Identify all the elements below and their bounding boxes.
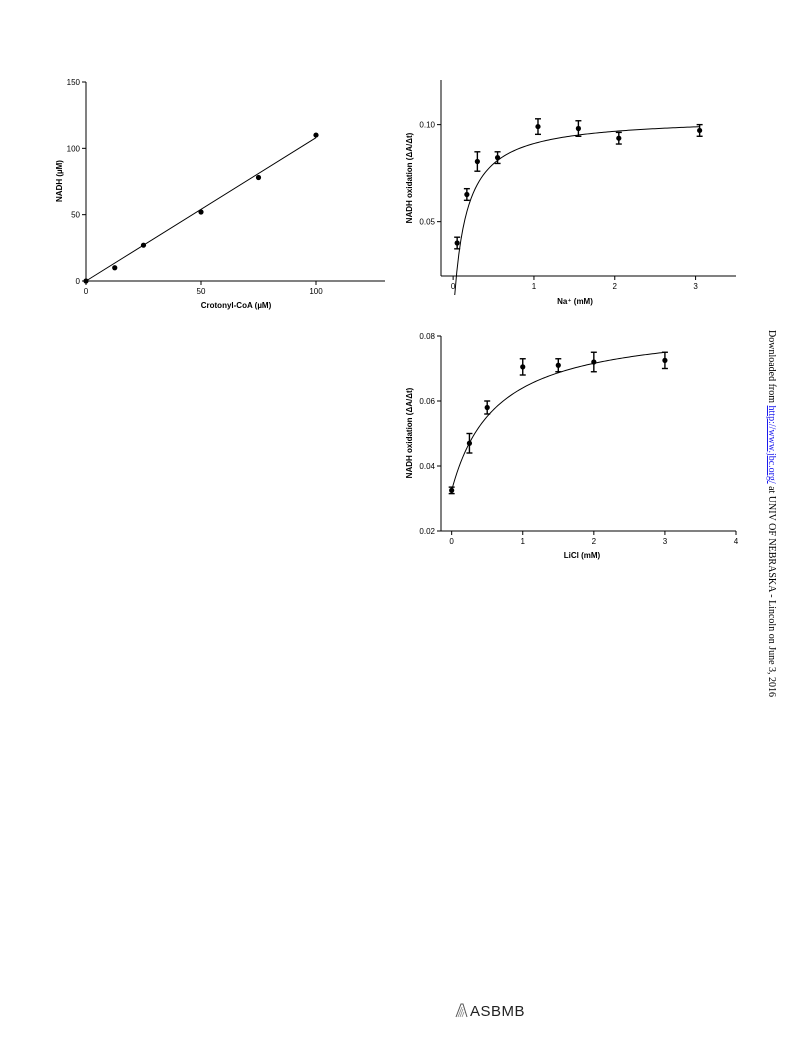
y-axis-label: NADH (µM) — [55, 160, 64, 202]
data-point — [535, 123, 541, 130]
data-point — [520, 364, 526, 370]
data-point — [662, 357, 668, 363]
y-axis-label: NADH oxidation (ΔA/Δt) — [405, 387, 414, 478]
data-point — [198, 209, 204, 215]
x-tick-label: 0 — [449, 537, 454, 546]
y-tick-label: 0 — [76, 277, 81, 286]
x-tick-label: 3 — [693, 282, 698, 291]
data-point — [484, 404, 490, 411]
x-axis-label: Na⁺ (mM) — [557, 297, 593, 306]
data-point — [474, 158, 480, 165]
y-tick-label: 0.02 — [419, 527, 435, 536]
data-point — [555, 362, 561, 368]
x-axis-label: Crotonyl-CoA (µM) — [201, 301, 272, 310]
data-point — [255, 174, 262, 181]
data-point — [83, 278, 89, 284]
data-point — [454, 240, 460, 246]
fit-line — [85, 137, 317, 282]
watermark-prefix: Downloaded from — [766, 330, 777, 406]
x-tick-label: 50 — [197, 287, 206, 296]
fit-line — [451, 351, 665, 491]
y-tick-label: 0.05 — [419, 218, 435, 227]
x-tick-label: 2 — [613, 282, 618, 291]
y-tick-label: 100 — [67, 144, 81, 153]
data-point — [464, 191, 470, 198]
data-point — [466, 440, 473, 446]
data-point — [449, 487, 455, 493]
data-point — [575, 125, 581, 132]
x-axis-label: LiCl (mM) — [564, 551, 601, 560]
x-tick-label: 3 — [663, 537, 668, 546]
asbmb-logo-text: ASBMB — [470, 1003, 526, 1020]
data-point — [494, 155, 501, 161]
data-point — [591, 359, 597, 365]
x-tick-label: 4 — [734, 537, 739, 546]
asbmb-logo: ASBMB — [455, 1003, 525, 1020]
x-tick-label: 100 — [309, 287, 323, 296]
x-tick-label: 1 — [532, 282, 537, 291]
data-point — [697, 127, 703, 134]
y-tick-label: 0.08 — [419, 332, 435, 341]
x-tick-label: 2 — [592, 537, 597, 546]
y-tick-label: 150 — [67, 78, 81, 87]
fit-line — [454, 126, 700, 296]
x-tick-label: 0 — [451, 282, 456, 291]
x-tick-label: 1 — [521, 537, 526, 546]
watermark-link[interactable]: http://www.jbc.org/ — [766, 405, 777, 484]
data-point — [313, 132, 319, 138]
asbmb-logo-mark-icon — [455, 1003, 468, 1018]
y-axis-label: NADH oxidation (ΔA/Δt) — [405, 132, 414, 223]
x-tick-label: 0 — [84, 287, 89, 296]
data-point — [616, 135, 622, 141]
watermark-suffix: at UNIV OF NEBRASKA - Lincoln on June 3,… — [766, 483, 777, 698]
y-tick-label: 0.06 — [419, 397, 435, 406]
y-tick-label: 0.10 — [419, 121, 435, 130]
y-tick-label: 50 — [71, 211, 80, 220]
y-tick-label: 0.04 — [419, 462, 435, 471]
data-point — [112, 265, 118, 271]
data-point — [140, 242, 147, 248]
